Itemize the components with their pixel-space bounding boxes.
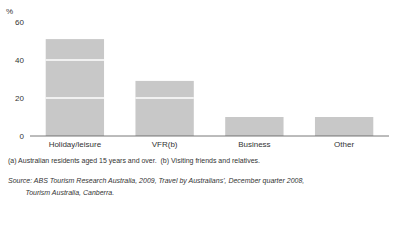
x-tick-label: VFR(b) xyxy=(152,140,178,149)
x-tick-label: Holiday/leisure xyxy=(49,140,102,149)
bars xyxy=(46,39,374,136)
bar-segment xyxy=(315,117,373,136)
segment-divider xyxy=(135,97,193,99)
bar-segment xyxy=(225,117,283,136)
bar-segment xyxy=(46,60,104,98)
bar-segment xyxy=(135,98,193,136)
x-axis-line xyxy=(30,136,389,137)
bar-segment xyxy=(46,98,104,136)
footnote: (a) Australian residents aged 15 years a… xyxy=(8,157,260,165)
bar-segment xyxy=(135,81,193,98)
bar-segment xyxy=(225,117,283,118)
segment-divider xyxy=(46,97,104,99)
x-tick-label: Business xyxy=(238,140,270,149)
bar-segment xyxy=(315,117,373,118)
x-tick-label: Other xyxy=(334,140,354,149)
y-tick-label: 60 xyxy=(15,18,24,27)
y-axis-label: % xyxy=(6,7,13,16)
bar-segment xyxy=(225,117,283,118)
segment-divider xyxy=(46,59,104,61)
footnote: Source: ABS Tourism Research Australia, … xyxy=(8,177,304,185)
y-tick-label: 20 xyxy=(15,94,24,103)
y-tick-label: 0 xyxy=(20,132,25,141)
bar-segment xyxy=(315,117,373,118)
chart: % 0 20 40 60 Holiday/leisure VFR(b) Business Oth… xyxy=(0,0,397,227)
bar-segment xyxy=(135,80,193,81)
footnote: Tourism Australia, Canberra. xyxy=(8,189,114,196)
y-tick-label: 40 xyxy=(15,56,24,65)
bar-segment xyxy=(46,39,104,60)
